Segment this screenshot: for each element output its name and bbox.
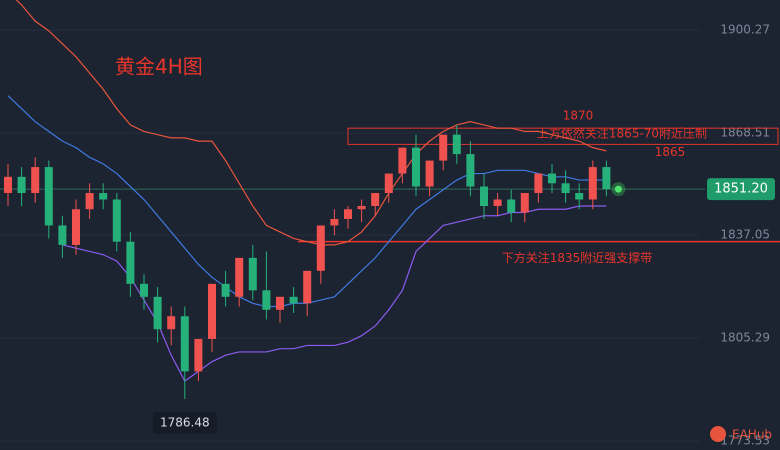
- support-text: 下方关注1835附近强支撑带: [502, 250, 653, 265]
- candle-body: [466, 154, 475, 187]
- candle-body: [4, 176, 12, 194]
- low-box: [152, 412, 217, 434]
- candle-body: [575, 193, 584, 200]
- candle-body: [194, 338, 203, 372]
- candle-body: [167, 316, 176, 330]
- candle-body: [221, 283, 230, 297]
- candle-body: [357, 205, 366, 210]
- zone-bottom-label: 1865: [655, 145, 686, 159]
- candle-body: [384, 173, 393, 194]
- candle-body: [180, 316, 189, 372]
- resistance-zone: [347, 127, 779, 145]
- zone-top-label: 1870: [563, 109, 594, 123]
- candle-body: [344, 209, 352, 219]
- candle-body: [153, 296, 162, 330]
- last-point: [614, 185, 622, 193]
- candle-body: [58, 225, 67, 245]
- candle-body: [330, 218, 339, 226]
- y-tick-label: 1805.29: [720, 331, 770, 345]
- last-price-box: [707, 178, 775, 201]
- last-price-label: 1851.20: [714, 182, 768, 197]
- low-label: 1786.48: [160, 416, 210, 430]
- candle-body: [235, 257, 244, 297]
- candle-body: [534, 173, 543, 194]
- candle-body: [316, 225, 325, 271]
- candle-body: [561, 183, 570, 194]
- candle-body: [371, 193, 380, 206]
- candle-body: [112, 199, 121, 242]
- candle-body: [208, 283, 216, 339]
- candle-body: [276, 296, 284, 310]
- y-tick-label: 1900.27: [720, 22, 770, 36]
- brand: EAHub: [732, 428, 772, 442]
- candle-body: [520, 193, 529, 213]
- chart-title: 黄金4H图: [115, 55, 203, 79]
- candle-body: [303, 270, 312, 304]
- candle-body: [262, 290, 271, 310]
- candle-body: [72, 209, 80, 245]
- zone-text: 上方依然关注1865-70附近压制: [537, 126, 707, 141]
- candle-body: [99, 193, 108, 200]
- brand-icon: [710, 426, 726, 442]
- band-line: [15, 0, 607, 246]
- candle-body: [31, 167, 40, 194]
- candle-body: [507, 199, 516, 213]
- candle-body: [493, 199, 502, 206]
- candle-body: [398, 147, 407, 174]
- y-tick-label: 1868.51: [720, 125, 770, 139]
- candle-body: [452, 134, 461, 155]
- candle-body: [289, 296, 298, 304]
- candle-body: [425, 160, 434, 187]
- candle-body: [480, 186, 488, 206]
- y-tick-label: 1773.53: [720, 434, 770, 448]
- candle-body: [548, 173, 556, 184]
- candle-body: [85, 193, 94, 210]
- candle-body: [17, 176, 26, 194]
- candle-body: [44, 167, 53, 226]
- candle-body: [439, 134, 448, 161]
- candle-body: [602, 167, 611, 190]
- candle-body: [126, 241, 135, 284]
- candle-body: [412, 147, 420, 187]
- candle-body: [588, 167, 597, 200]
- candle-body: [140, 283, 148, 297]
- candle-body: [248, 257, 257, 291]
- y-tick-label: 1837.05: [720, 228, 770, 242]
- band-line: [62, 205, 607, 383]
